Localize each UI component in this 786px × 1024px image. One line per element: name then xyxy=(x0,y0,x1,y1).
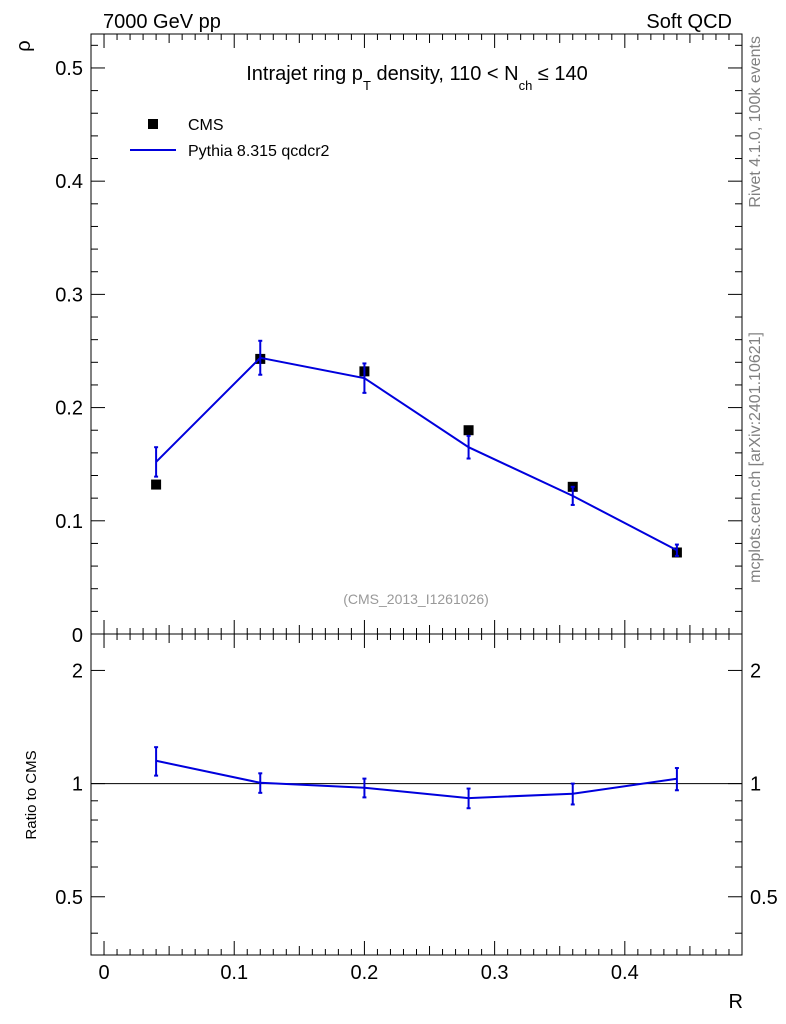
main-y-zero-label: 0 xyxy=(72,625,83,647)
chart-title: Intrajet ring pT density, 110 < Nch ≤ 14… xyxy=(246,63,588,93)
ratio-y-tick-label-left: 1 xyxy=(72,774,83,796)
pythia-line xyxy=(155,356,678,552)
ratio-y-tick-label-right: 0.5 xyxy=(750,887,778,909)
main-panel-ticks xyxy=(91,34,742,634)
legend: CMS Pythia 8.315 qcdcr2 xyxy=(130,117,330,160)
ratio-panel-frame xyxy=(90,633,743,956)
x-tick-label: 0.3 xyxy=(481,962,509,984)
ratio-y-tick-labels: 0.5 0.5 1 1 2 2 xyxy=(55,660,778,908)
rivet-version-label: Rivet 4.1.0, 100k events xyxy=(747,36,764,208)
title-suffix: ≤ 140 xyxy=(532,63,587,85)
title-prefix: Intrajet ring p xyxy=(246,63,363,85)
x-tick-label: 0.2 xyxy=(351,962,379,984)
main-y-tick-label: 0.5 xyxy=(55,58,83,80)
ratio-y-tick-label-right: 1 xyxy=(750,774,761,796)
main-y-tick-label: 0.3 xyxy=(55,284,83,306)
main-y-tick-label: 0.2 xyxy=(55,398,83,420)
cms-data-point xyxy=(151,479,162,490)
ratio-y-tick-label-left: 2 xyxy=(72,660,83,682)
x-tick-label: 0.4 xyxy=(611,962,639,984)
cms-data-point xyxy=(463,425,474,436)
x-tick-label: 0.1 xyxy=(220,962,248,984)
legend-pythia-label: Pythia 8.315 qcdcr2 xyxy=(188,143,330,160)
ratio-y-tick-label-right: 2 xyxy=(750,660,761,682)
title-sub-ch: ch xyxy=(519,78,533,93)
main-y-tick-label: 0.4 xyxy=(55,171,83,193)
legend-cms-marker xyxy=(148,119,158,129)
ratio-x-tick-labels: 0 0.1 0.2 0.3 0.4 xyxy=(98,962,638,984)
pythia-ratio-line xyxy=(155,759,678,800)
x-axis-label: R xyxy=(729,991,743,1013)
top-left-label: 7000 GeV pp xyxy=(103,11,221,33)
ratio-y-axis-label: Ratio to CMS xyxy=(23,750,40,839)
analysis-watermark: (CMS_2013_I1261026) xyxy=(343,591,489,607)
top-right-label: Soft QCD xyxy=(646,11,732,33)
main-y-axis-label: ρ xyxy=(13,40,35,51)
ratio-panel-ticks xyxy=(91,634,742,955)
x-tick-label: 0 xyxy=(98,962,109,984)
main-y-tick-label: 0.1 xyxy=(55,511,83,533)
title-sub-t: T xyxy=(363,78,371,93)
mcplots-label: mcplots.cern.ch [arXiv:2401.10621] xyxy=(747,332,764,583)
main-series-group xyxy=(151,339,682,558)
ratio-y-tick-label-left: 0.5 xyxy=(55,887,83,909)
ratio-series-group xyxy=(154,746,679,810)
legend-cms-label: CMS xyxy=(188,117,224,134)
main-y-tick-labels: 0.1 0.2 0.3 0.4 0.5 0 xyxy=(55,58,83,647)
title-middle: density, 110 < N xyxy=(371,63,519,85)
